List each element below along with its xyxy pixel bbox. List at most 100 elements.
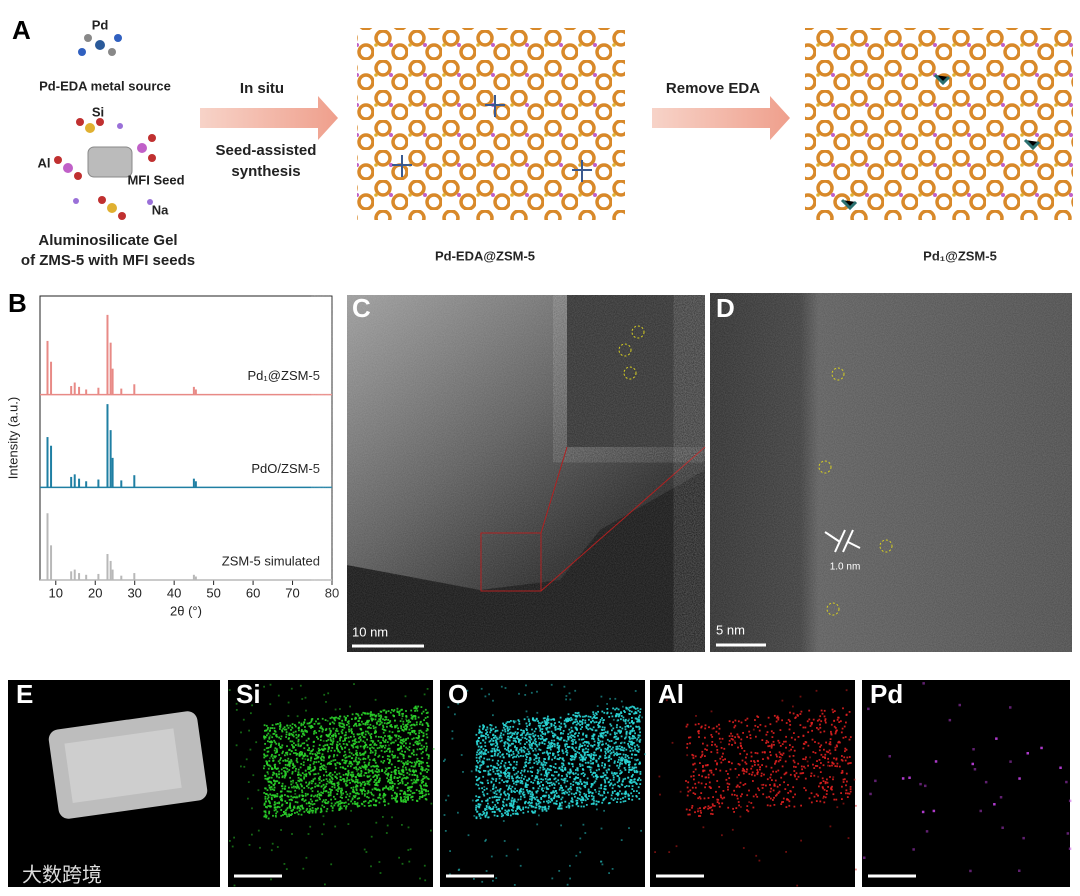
eds-pixel [300, 730, 303, 733]
eds-pixel [402, 712, 404, 715]
eds-pixel [355, 766, 357, 769]
eds-pixel [400, 753, 403, 756]
eds-pixel [476, 742, 478, 745]
eds-pixel [524, 754, 527, 757]
eds-pixel [397, 748, 399, 750]
eds-pixel [525, 753, 528, 755]
eds-pixel [570, 755, 572, 757]
eds-pixel [571, 755, 574, 757]
eds-pixel [562, 732, 564, 735]
eds-pixel [538, 800, 541, 803]
eds-pixel [597, 722, 600, 725]
eds-pixel [636, 758, 639, 761]
eds-pixel [506, 727, 509, 730]
eds-pixel [379, 797, 382, 800]
eds-pixel [368, 758, 371, 761]
eds-pixel [322, 779, 325, 781]
eds-pixel [361, 792, 364, 795]
eds-pixel [320, 785, 323, 788]
eds-pixel [402, 755, 405, 757]
eds-pixel [245, 758, 248, 761]
eds-pixel [515, 801, 518, 803]
eds-pixel [561, 758, 564, 761]
eds-pixel [330, 781, 333, 783]
eds-pixel [273, 779, 275, 782]
eds-pixel [387, 747, 390, 750]
eds-pixel [331, 721, 334, 724]
eds-pixel [409, 742, 411, 745]
eds-pixel [752, 780, 754, 782]
eds-pixel [327, 746, 330, 748]
eds-pixel [382, 794, 385, 797]
eds-pixel [426, 764, 429, 767]
eds-pixel [538, 722, 540, 724]
eds-pixel [373, 758, 376, 760]
eds-pixel [315, 761, 318, 764]
eds-pixel [372, 741, 374, 744]
eds-pixel [364, 750, 367, 753]
eds-pixel [608, 716, 611, 718]
eds-pixel [701, 775, 703, 778]
eds-pixel [574, 732, 577, 734]
eds-pixel [295, 736, 298, 739]
eds-pixel [284, 775, 287, 777]
eds-pixel [686, 786, 689, 789]
eds-pixel [637, 745, 640, 748]
eds-pixel [325, 810, 328, 813]
eds-pixel [625, 758, 628, 761]
eds-pixel [524, 747, 527, 749]
eds-pixel [581, 760, 584, 762]
eds-pixel [548, 771, 550, 774]
eds-pixel [483, 757, 486, 760]
eds-pixel [581, 722, 584, 724]
eds-pixel [406, 782, 409, 785]
eds-pixel [547, 715, 549, 718]
eds-pixel [315, 757, 318, 760]
eds-pixel [413, 761, 416, 764]
eds-pixel [618, 778, 621, 781]
eds-pixel [393, 783, 396, 785]
eds-pixel [393, 777, 396, 779]
eds-pixel [579, 720, 581, 723]
eds-pixel [621, 756, 623, 759]
eds-pixel [347, 765, 349, 768]
eds-pixel [370, 737, 373, 740]
eds-pixel [522, 806, 525, 809]
eds-pixel [376, 775, 379, 778]
eds-pixel [594, 717, 597, 719]
eds-pixel [706, 744, 709, 747]
eds-pixel [584, 721, 587, 724]
eds-pixel [622, 749, 625, 752]
eds-pixel [375, 721, 378, 724]
eds-pixel [803, 765, 805, 768]
eds-pixel [496, 749, 499, 752]
eds-pixel [793, 805, 796, 808]
eds-pixel [552, 754, 554, 757]
eds-pixel [412, 749, 415, 752]
eds-pixel [786, 798, 788, 801]
eds-pixel [399, 793, 401, 795]
eds-pixel [598, 746, 601, 749]
eds-pixel [555, 728, 558, 730]
eds-pixel [357, 733, 360, 736]
eds-pixel [549, 746, 552, 749]
eds-pixel [638, 727, 641, 730]
eds-pixel [612, 751, 615, 754]
eds-pixel [394, 772, 397, 775]
eds-pixel [766, 756, 769, 759]
eds-pixel [519, 782, 522, 784]
eds-pixel [609, 745, 612, 748]
eds-pixel [617, 759, 620, 761]
eds-pixel [568, 692, 571, 695]
eds-pixel [603, 711, 606, 714]
eds-pixel [512, 720, 515, 722]
eds-pixel [265, 793, 267, 795]
eds-pixel [486, 812, 488, 815]
eds-pixel [414, 710, 416, 712]
eds-pixel [382, 816, 384, 818]
eds-pixel [344, 759, 346, 762]
eds-pixel [264, 811, 267, 814]
eds-pixel [401, 862, 404, 865]
eds-pixel [309, 752, 311, 755]
eds-pixel [597, 739, 600, 741]
